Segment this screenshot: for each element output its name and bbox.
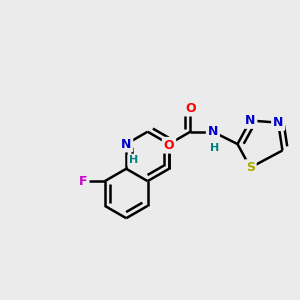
Text: N: N [121, 138, 131, 151]
Text: N: N [273, 116, 283, 129]
Text: F: F [79, 175, 88, 188]
Text: H: H [210, 143, 219, 153]
Text: O: O [164, 139, 174, 152]
Text: O: O [185, 102, 196, 115]
Text: S: S [246, 161, 255, 174]
Text: N: N [245, 114, 256, 127]
Text: N: N [208, 125, 218, 138]
Text: H: H [129, 155, 138, 165]
